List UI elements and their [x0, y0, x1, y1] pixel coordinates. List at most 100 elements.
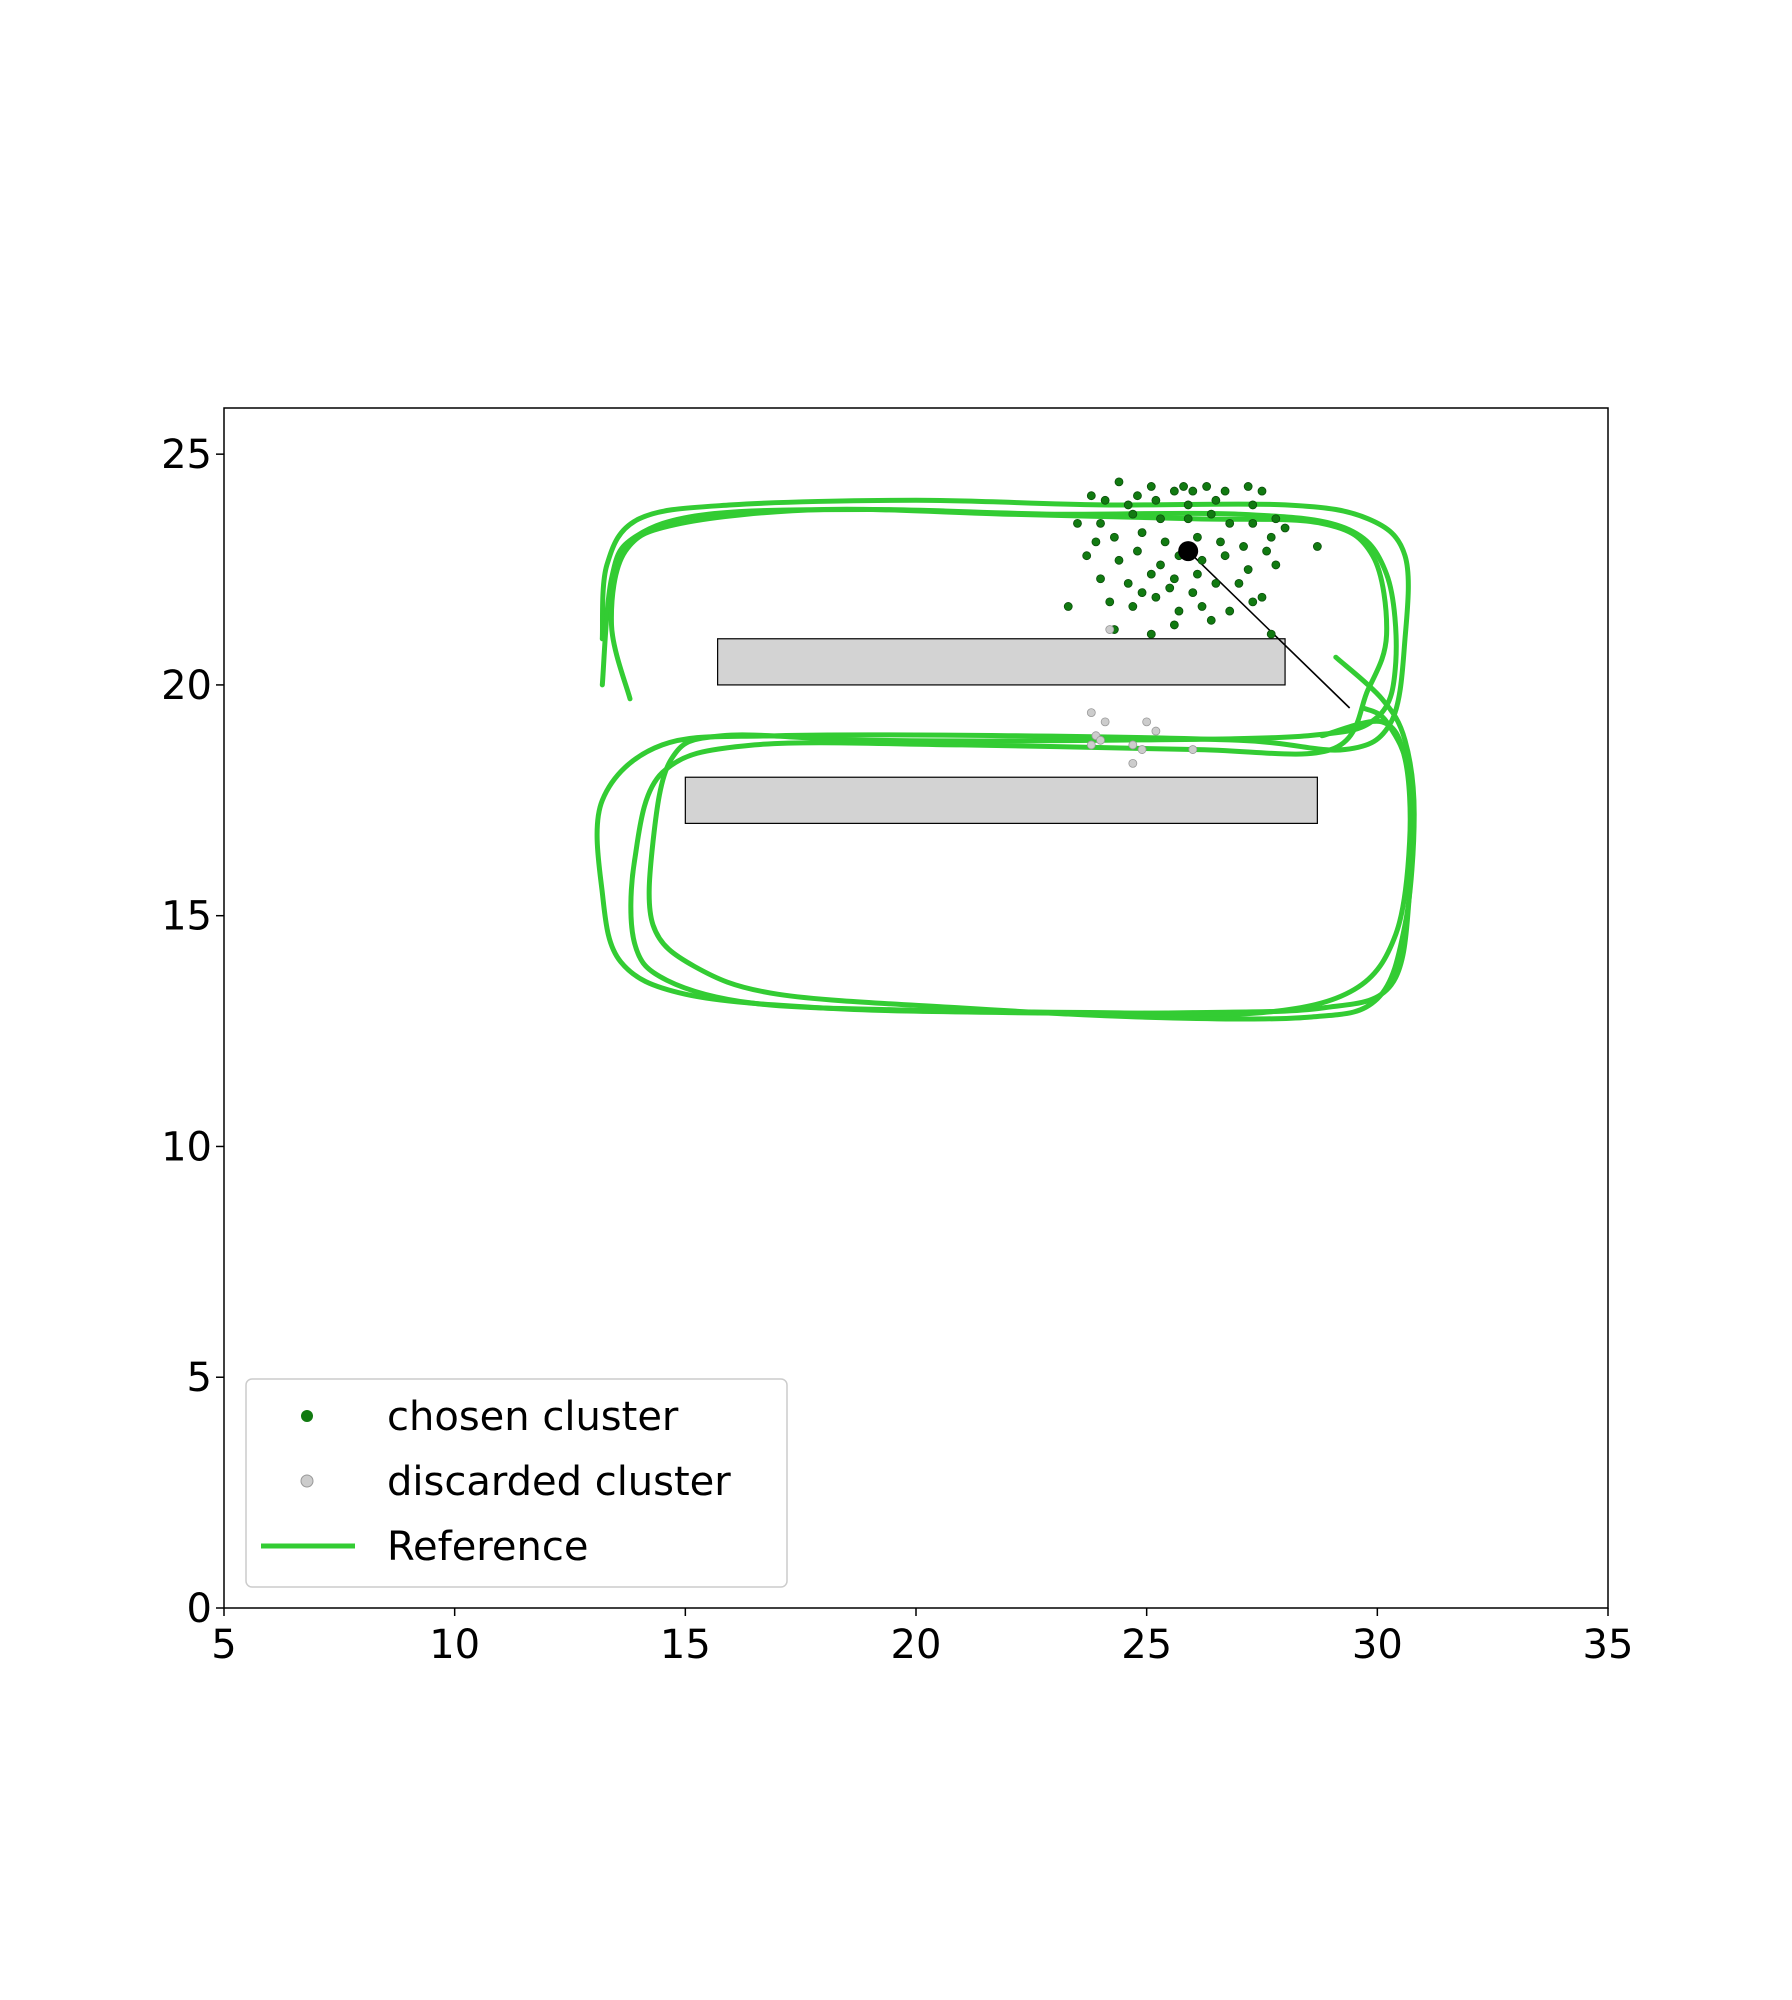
legend: chosen cluster discarded cluster Referen… — [245, 1378, 788, 1588]
chosen-cluster-point — [1193, 569, 1202, 579]
chosen-cluster-point — [1248, 500, 1258, 510]
chosen-cluster-point — [1169, 574, 1179, 584]
x-tick-label: 35 — [1583, 1622, 1634, 1668]
y-axis: 0 5 10 15 20 25 — [161, 432, 224, 1632]
chosen-cluster-point — [1082, 551, 1092, 561]
chosen-cluster-point — [1248, 597, 1258, 607]
chosen-cluster-point — [1151, 592, 1161, 602]
y-tick-label: 5 — [187, 1355, 212, 1401]
discarded-cluster-point — [1128, 758, 1138, 768]
discarded-cluster-point — [1142, 717, 1152, 727]
chosen-cluster-point — [1063, 602, 1073, 611]
chosen-cluster-point — [1179, 482, 1188, 491]
chosen-cluster-point — [1123, 500, 1133, 510]
x-tick-label: 30 — [1352, 1622, 1403, 1668]
x-tick-label: 25 — [1121, 1622, 1172, 1668]
cluster-points-layer — [1063, 477, 1322, 768]
chosen-cluster-point — [1114, 555, 1124, 565]
obstacle-rect — [717, 638, 1286, 686]
legend-label-reference: Reference — [387, 1524, 588, 1570]
x-axis: 5 10 15 20 25 30 35 — [211, 1608, 1633, 1668]
chosen-cluster-point — [1243, 565, 1253, 574]
legend-marker-discarded-cluster — [300, 1474, 314, 1488]
chosen-cluster-point — [1169, 486, 1179, 496]
chosen-cluster-point — [1146, 569, 1156, 579]
chosen-cluster-point — [1133, 491, 1142, 501]
chosen-cluster-point — [1206, 615, 1216, 625]
chosen-cluster-point — [1188, 588, 1198, 598]
chosen-cluster-point — [1096, 518, 1105, 528]
chosen-cluster-point — [1211, 578, 1221, 588]
legend-box — [245, 1378, 788, 1588]
chosen-cluster-point — [1216, 537, 1225, 547]
chosen-cluster-point — [1312, 542, 1322, 551]
y-tick-label: 15 — [161, 894, 212, 940]
x-tick-label: 10 — [429, 1622, 480, 1668]
discarded-cluster-point — [1128, 740, 1138, 750]
x-tick-label: 20 — [891, 1622, 942, 1668]
chosen-cluster-point — [1211, 495, 1221, 505]
chosen-cluster-point — [1109, 532, 1119, 542]
discarded-cluster-point — [1096, 735, 1105, 745]
estimate-heading-line — [1187, 550, 1351, 709]
discarded-cluster-point — [1137, 745, 1147, 754]
chosen-cluster-point — [1220, 486, 1230, 496]
y-tick-label: 0 — [187, 1586, 212, 1632]
y-tick-label: 20 — [161, 663, 212, 709]
chosen-cluster-point — [1146, 629, 1156, 639]
chosen-cluster-point — [1197, 555, 1207, 565]
chosen-cluster-point — [1271, 514, 1281, 524]
chosen-cluster-point — [1091, 537, 1101, 547]
chosen-cluster-point — [1225, 518, 1235, 528]
chosen-cluster-point — [1165, 583, 1175, 593]
chosen-cluster-point — [1128, 602, 1138, 611]
chosen-cluster-point — [1156, 514, 1165, 524]
discarded-cluster-point — [1105, 625, 1115, 634]
discarded-cluster-point — [1086, 708, 1096, 718]
obstacle-rect — [684, 776, 1318, 824]
chosen-cluster-point — [1197, 602, 1207, 611]
chosen-cluster-point — [1193, 532, 1202, 542]
chosen-cluster-point — [1248, 518, 1258, 528]
chosen-cluster-point — [1202, 482, 1212, 491]
legend-label-discarded-cluster: discarded cluster — [387, 1459, 731, 1505]
legend-label-chosen-cluster: chosen cluster — [387, 1394, 679, 1440]
discarded-cluster-point — [1188, 745, 1198, 754]
chosen-cluster-point — [1160, 537, 1170, 547]
chosen-cluster-point — [1234, 578, 1244, 588]
chosen-cluster-point — [1151, 495, 1161, 505]
chosen-cluster-point — [1280, 523, 1290, 533]
obstacles-layer — [684, 638, 1318, 824]
chosen-cluster-point — [1174, 606, 1184, 616]
chosen-cluster-point — [1114, 477, 1124, 487]
chosen-cluster-point — [1266, 629, 1276, 639]
chosen-cluster-point — [1096, 574, 1105, 584]
chosen-cluster-point — [1220, 551, 1230, 561]
chosen-cluster-point — [1239, 542, 1248, 551]
discarded-cluster-point — [1151, 726, 1161, 736]
discarded-cluster-point — [1100, 717, 1110, 727]
chosen-cluster-point — [1243, 482, 1253, 491]
heading-layer — [1187, 550, 1351, 709]
chosen-cluster-point — [1257, 592, 1267, 602]
chosen-cluster-point — [1206, 509, 1216, 519]
estimate-point — [1178, 541, 1199, 562]
chosen-cluster-point — [1183, 500, 1193, 510]
chosen-cluster-point — [1271, 560, 1281, 570]
chosen-cluster-point — [1123, 578, 1133, 588]
estimate-layer — [1178, 541, 1199, 562]
x-tick-label: 5 — [211, 1622, 236, 1668]
chosen-cluster-point — [1225, 606, 1235, 616]
y-tick-label: 10 — [161, 1124, 212, 1170]
discarded-cluster-point — [1086, 740, 1096, 750]
chosen-cluster-point — [1137, 588, 1147, 598]
reference-paths-layer — [594, 497, 1417, 1022]
chosen-cluster-point — [1183, 514, 1193, 524]
chosen-cluster-point — [1257, 486, 1267, 496]
chosen-cluster-point — [1105, 597, 1115, 607]
reference-path — [608, 506, 1413, 1017]
legend-marker-chosen-cluster — [301, 1410, 313, 1422]
x-tick-label: 15 — [660, 1622, 711, 1668]
chosen-cluster-point — [1266, 532, 1276, 542]
